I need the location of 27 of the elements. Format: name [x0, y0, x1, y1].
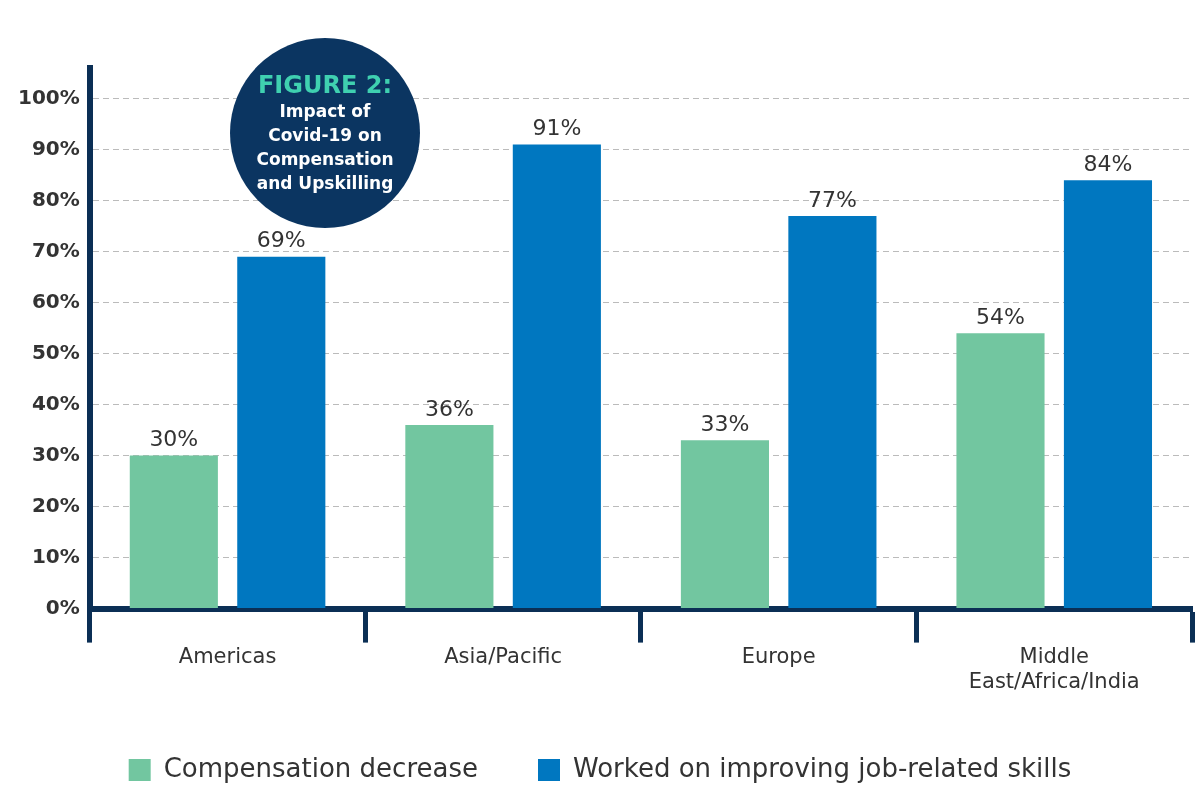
y-tick-label: 10%	[31, 543, 80, 568]
data-label: 36%	[424, 395, 474, 421]
chart-title: FIGURE 2:	[257, 71, 393, 99]
y-tick-label: 100%	[17, 84, 80, 109]
legend-label: Worked on improving job-related skills	[572, 752, 1072, 783]
x-tick-label: Americas	[178, 643, 277, 668]
data-label: 77%	[807, 186, 857, 212]
data-label: 69%	[256, 227, 306, 253]
data-label: 91%	[532, 115, 582, 141]
y-tick-label: 40%	[31, 390, 80, 415]
legend-label: Compensation decrease	[163, 752, 478, 783]
y-tick-label: 30%	[31, 441, 80, 466]
data-label: 30%	[149, 426, 199, 452]
y-tick-label: 20%	[31, 492, 80, 517]
badge-circle: FIGURE 2: Impact of Covid-19 on Compensation and Upskilling	[230, 38, 420, 228]
y-tick-label: 70%	[31, 237, 80, 262]
y-tick-label: 90%	[31, 135, 80, 160]
y-tick-label: 60%	[31, 288, 80, 313]
x-tick-label: Asia/Pacific	[444, 643, 563, 668]
y-tick-label: 0%	[45, 594, 80, 619]
data-label: 84%	[1083, 150, 1133, 176]
x-tick-label: Middle East/Africa/India	[968, 643, 1140, 693]
data-label: 33%	[700, 411, 750, 437]
x-tick-label: Europe	[741, 643, 816, 668]
y-tick-label: 50%	[31, 339, 80, 364]
data-label: 54%	[976, 303, 1025, 329]
y-tick-label: 80%	[31, 186, 80, 211]
